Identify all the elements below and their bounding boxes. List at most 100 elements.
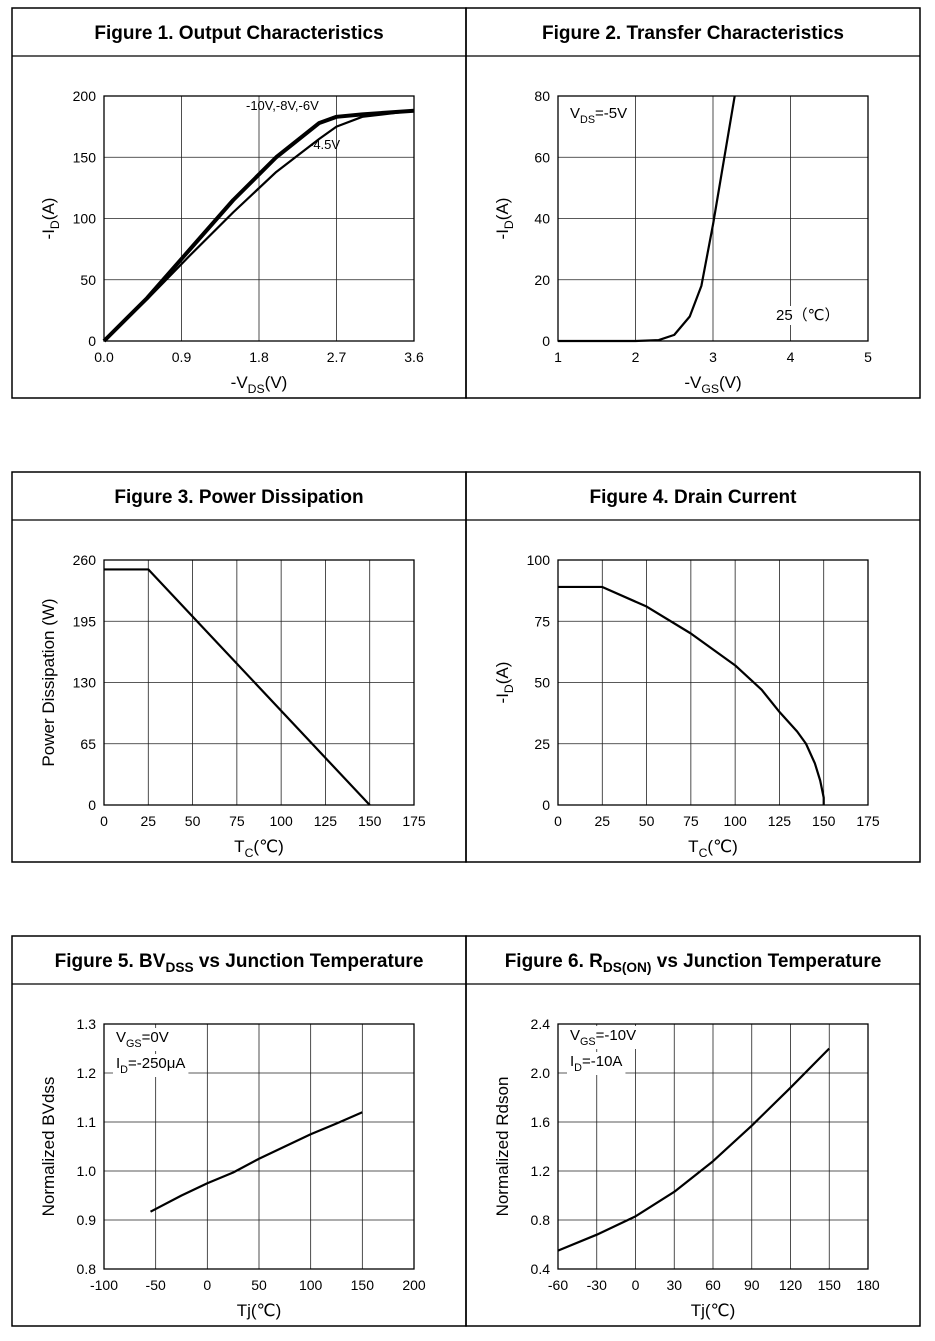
x-axis-label-part: Tj(℃) [237, 1301, 282, 1320]
x-axis-label-part: (V) [265, 373, 288, 392]
y-tick-label: 1.3 [77, 1016, 97, 1032]
data-line [558, 585, 825, 805]
x-axis-label-part: -V [231, 373, 249, 392]
y-tick-label: 2.0 [531, 1065, 551, 1081]
panel-frame [465, 7, 921, 399]
y-tick-label: 2.4 [531, 1016, 551, 1032]
y-tick-label: 100 [527, 552, 551, 568]
figure-title-part: vs Junction Temperature [194, 951, 424, 972]
y-tick-label: 1.2 [77, 1065, 97, 1081]
x-tick-label: -30 [587, 1277, 607, 1293]
x-tick-label: 25 [140, 813, 156, 829]
y-tick-label: 195 [73, 613, 97, 629]
series-label: -10V,-8V,-6V [246, 98, 319, 113]
data-line [557, 1047, 831, 1252]
x-axis-label: -VGS(V) [684, 373, 741, 396]
annotation-part: =0V [142, 1029, 169, 1046]
y-axis-label-part: Normalized Rdson [493, 1077, 512, 1217]
x-tick-label: 0.0 [94, 349, 114, 365]
panel-frame [11, 7, 467, 399]
annotation: VGS=-10V [570, 1027, 636, 1048]
annotation-part: V [570, 1027, 580, 1044]
annotation-part: =-10V [596, 1027, 636, 1044]
y-axis-label-part: Normalized BVdss [39, 1077, 58, 1217]
y-tick-label: 130 [73, 675, 97, 691]
y-tick-label: 50 [534, 675, 550, 691]
x-axis-label-part: (V) [719, 373, 742, 392]
figure-title-part: Figure 1. Output Characteristics [94, 23, 383, 44]
plot-frame [103, 1023, 415, 1270]
x-tick-label: 2.7 [327, 349, 347, 365]
y-axis-label-sub: D [48, 220, 62, 229]
x-tick-label: 30 [666, 1277, 682, 1293]
y-axis-label-part: -I [493, 693, 512, 703]
plot-frame [557, 95, 869, 342]
figure-title: Figure 4. Drain Current [590, 487, 798, 508]
x-tick-label: -60 [548, 1277, 568, 1293]
annotation-part: V [116, 1029, 126, 1046]
data-line [558, 95, 736, 343]
figure-title: Figure 5. BVDSS vs Junction Temperature [55, 951, 424, 975]
figure-title-part: Figure 5. BV [55, 951, 166, 972]
x-axis-label-part: T [688, 837, 698, 856]
figure-title-part: Figure 3. Power Dissipation [114, 487, 363, 508]
annotation: 25（℃） [776, 307, 840, 324]
x-tick-label: 180 [856, 1277, 880, 1293]
x-tick-label: 150 [351, 1277, 375, 1293]
annotation-sub: GS [126, 1038, 142, 1050]
y-tick-label: 100 [73, 211, 97, 227]
x-tick-label: 60 [705, 1277, 721, 1293]
y-axis-label: -ID(A) [493, 662, 516, 704]
x-tick-label: -50 [146, 1277, 166, 1293]
y-axis-label: Normalized Rdson [493, 1077, 512, 1217]
y-tick-label: 0.8 [77, 1261, 97, 1277]
figure-title: Figure 6. RDS(ON) vs Junction Temperatur… [505, 951, 882, 975]
x-tick-label: 1.8 [249, 349, 269, 365]
annotation: VGS=0V [116, 1029, 169, 1050]
annotation-part: V [570, 105, 580, 122]
y-tick-label: 50 [80, 272, 96, 288]
y-axis-label-part: -I [39, 229, 58, 239]
x-tick-label: 4 [787, 349, 795, 365]
annotation-background [113, 1054, 189, 1077]
y-axis-label: Normalized BVdss [39, 1077, 58, 1217]
annotation-background [113, 1028, 172, 1051]
annotation-sub: D [120, 1064, 128, 1076]
y-tick-label: 65 [80, 736, 96, 752]
x-tick-label: 3.6 [404, 349, 424, 365]
annotation: VDS=-5V [570, 105, 627, 126]
annotation-part: =-250μA [128, 1055, 185, 1072]
y-tick-label: 20 [534, 272, 550, 288]
x-tick-label: 0 [554, 813, 562, 829]
plot-frame [103, 95, 415, 342]
data-line [104, 568, 371, 806]
x-axis-label-part: (℃) [253, 837, 283, 856]
annotation-background [567, 1052, 626, 1075]
y-tick-label: 0.4 [531, 1261, 551, 1277]
y-tick-label: 260 [73, 552, 97, 568]
x-tick-label: 50 [185, 813, 201, 829]
annotation: ID=-10A [570, 1053, 622, 1074]
x-axis-label: TC(℃) [234, 837, 284, 860]
x-axis-label-part: -V [684, 373, 702, 392]
annotation-part: =-10A [582, 1053, 622, 1070]
x-axis-label: Tj(℃) [691, 1301, 736, 1320]
series-label: -4.5V [309, 137, 340, 152]
annotation: ID=-250μA [116, 1055, 185, 1076]
y-axis-label-part: (A) [493, 198, 512, 221]
x-tick-label: 1 [554, 349, 562, 365]
x-tick-label: -100 [90, 1277, 118, 1293]
figure-title: Figure 2. Transfer Characteristics [542, 23, 844, 44]
x-tick-label: 150 [818, 1277, 842, 1293]
annotation-background [567, 104, 631, 127]
x-tick-label: 125 [768, 813, 792, 829]
x-axis-label-sub: C [245, 846, 254, 860]
figure-title-sub: DSS [165, 960, 193, 975]
data-line [103, 109, 415, 342]
y-axis-label: Power Dissipation (W) [39, 598, 58, 766]
plot-frame [557, 559, 869, 806]
x-tick-label: 175 [856, 813, 880, 829]
y-axis-label-sub: D [502, 684, 516, 693]
y-tick-label: 1.6 [531, 1114, 551, 1130]
